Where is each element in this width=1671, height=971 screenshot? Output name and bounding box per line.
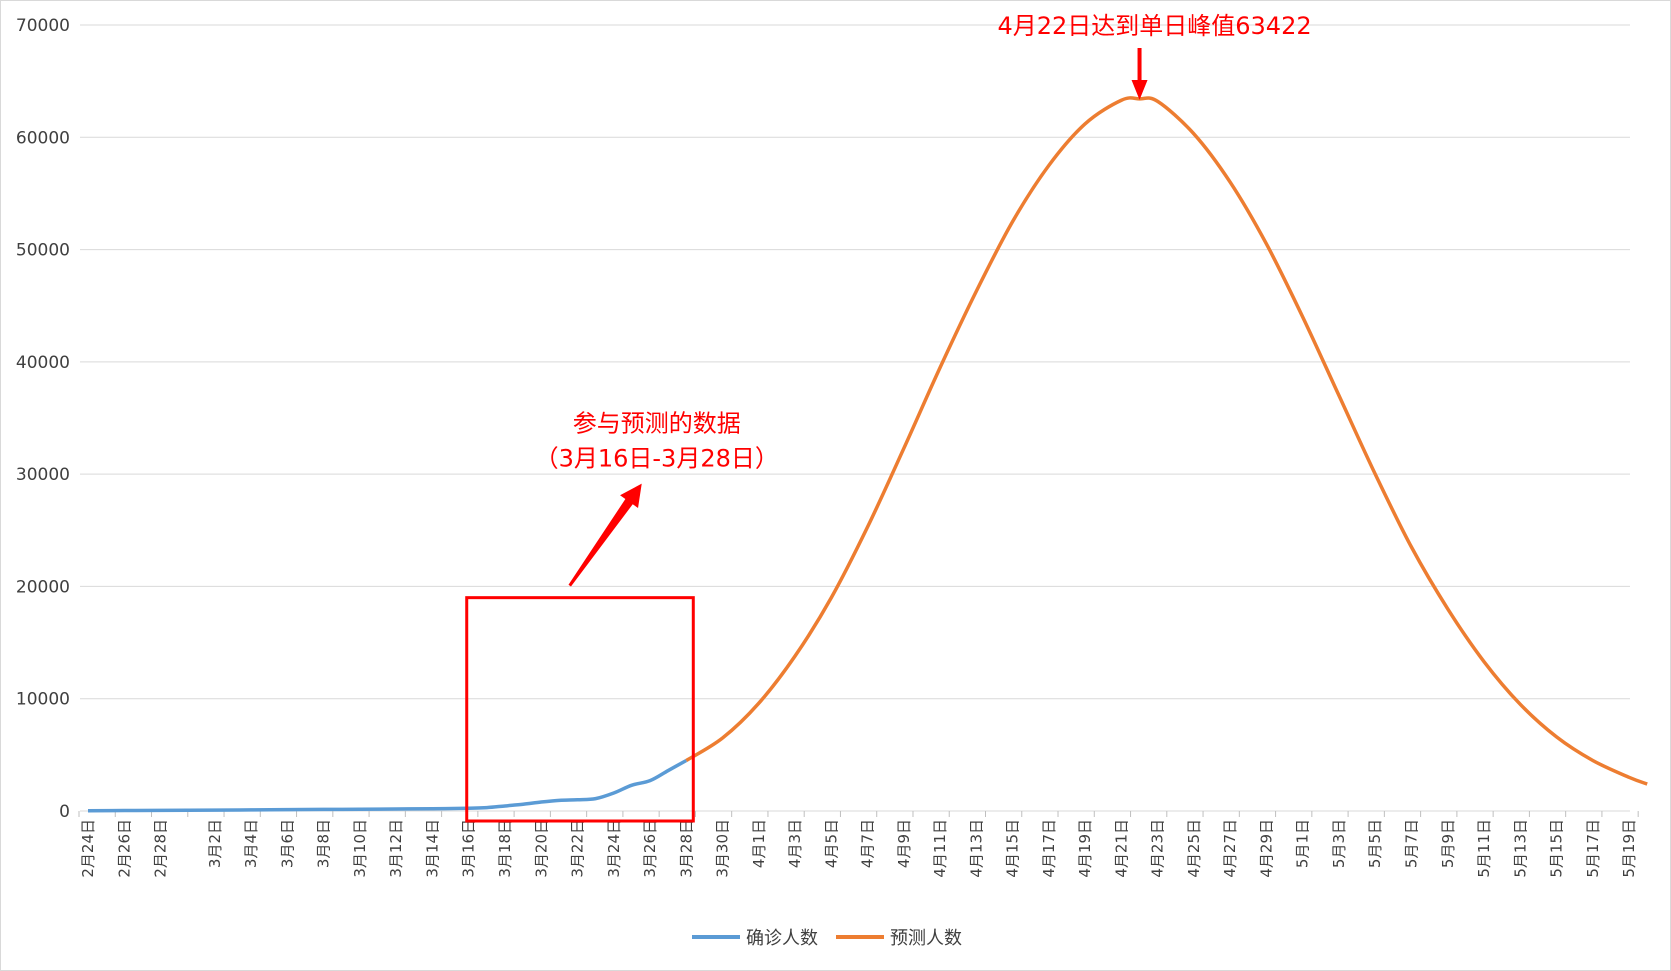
x-tick-label: 5月3日: [1330, 819, 1348, 868]
x-tick-label: 2月28日: [152, 819, 170, 878]
y-tick-label: 60000: [16, 128, 70, 148]
legend-label-0: 确诊人数: [746, 928, 818, 949]
x-tick-label: 4月17日: [1040, 819, 1058, 878]
x-tick-label: 3月4日: [242, 819, 260, 868]
series-lines: [87, 96, 1648, 813]
x-tick-label: 3月10日: [351, 819, 369, 878]
x-tick-label: 4月15日: [1004, 819, 1022, 878]
x-tick-label: 5月19日: [1620, 819, 1638, 878]
x-tick-label: 4月19日: [1076, 819, 1094, 878]
x-tick-label: 4月1日: [750, 819, 768, 868]
x-tick-label: 3月30日: [714, 819, 732, 878]
x-tick-label: 3月8日: [315, 819, 333, 868]
x-tick-label: 5月5日: [1366, 819, 1384, 868]
x-tick-label: 3月16日: [460, 819, 478, 878]
training-arrow-icon: [568, 483, 642, 587]
x-tick-label: 4月23日: [1149, 819, 1167, 878]
y-axis: 0 10000 20000 30000 40000 50000 60000 70000: [16, 16, 70, 822]
y-tick-label: 50000: [16, 241, 70, 261]
series-line-1: [685, 96, 1648, 786]
training-range-box: [465, 596, 695, 823]
x-tick-label: 3月20日: [532, 819, 550, 878]
x-tick-label: 3月28日: [677, 819, 695, 878]
y-tick-label: 70000: [16, 16, 70, 36]
x-tick-label: 3月6日: [278, 819, 296, 868]
peak-arrow-icon: [1131, 48, 1148, 100]
x-tick-label: 4月3日: [786, 819, 804, 868]
peak-annotation-text: 4月22日达到单日峰值63422: [997, 12, 1311, 40]
x-tick-label: 2月26日: [115, 819, 133, 878]
series-line-0: [87, 758, 688, 813]
legend-label-1: 预测人数: [890, 928, 962, 949]
x-tick-label: 4月7日: [859, 819, 877, 868]
x-tick-label: 3月14日: [423, 819, 441, 878]
y-tick-label: 10000: [16, 690, 70, 710]
x-tick-label: 4月27日: [1221, 819, 1239, 878]
x-tick-label: 3月22日: [569, 819, 587, 878]
x-tick-label: 3月26日: [641, 819, 659, 878]
x-tick-label: 5月1日: [1294, 819, 1312, 868]
training-annotation-line1: 参与预测的数据: [573, 410, 741, 438]
y-tick-label: 20000: [16, 577, 70, 597]
x-tick-label: 5月7日: [1402, 819, 1420, 868]
x-tick-label: 3月24日: [605, 819, 623, 878]
legend: 确诊人数 预测人数: [692, 928, 962, 949]
x-tick-label: 5月11日: [1475, 819, 1493, 878]
x-tick-label: 3月18日: [496, 819, 514, 878]
x-tick-label: 5月17日: [1584, 819, 1602, 878]
y-tick-label: 30000: [16, 465, 70, 485]
x-tick-label: 2月24日: [79, 819, 97, 878]
training-annotation-line2: （3月16日-3月28日）: [535, 445, 779, 473]
x-tick-label: 5月15日: [1548, 819, 1566, 878]
x-tick-label: 4月21日: [1112, 819, 1130, 878]
x-axis: 2月24日 2月26日 2月28日 3月2日 3月4日 3月6日 3月8日 3月10日 3月12…: [78, 811, 1639, 878]
x-tick-label: 5月13日: [1511, 819, 1529, 878]
y-tick-label: 0: [59, 802, 70, 822]
x-tick-label: 5月9日: [1439, 819, 1457, 868]
x-tick-label: 4月9日: [895, 819, 913, 868]
x-tick-label: 4月13日: [967, 819, 985, 878]
x-tick-label: 4月5日: [822, 819, 840, 868]
x-tick-label: 4月25日: [1185, 819, 1203, 878]
x-tick-label: 4月11日: [931, 819, 949, 878]
x-tick-label: 3月12日: [387, 819, 405, 878]
annotations: 4月22日达到单日峰值63422 参与预测的数据 （3月16日-3月28日）: [465, 12, 1312, 823]
y-tick-label: 40000: [16, 353, 70, 373]
x-tick-label: 3月2日: [206, 819, 224, 868]
x-tick-label: 4月29日: [1257, 819, 1275, 878]
